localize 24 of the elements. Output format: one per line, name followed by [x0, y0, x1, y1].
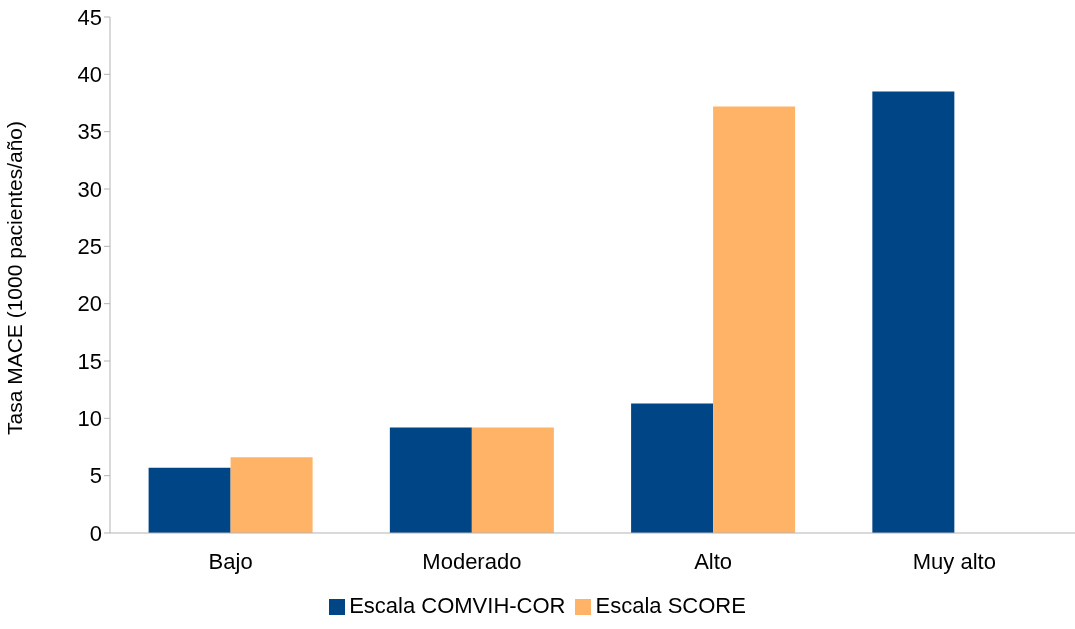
y-tick-label: 10: [77, 406, 102, 432]
y-tick-label: 30: [77, 176, 102, 202]
bar: [148, 467, 231, 533]
y-axis-title: Tasa MACE (1000 pacientes/año): [3, 120, 27, 435]
y-tick-label: 25: [77, 234, 102, 260]
y-tick-label: 20: [77, 291, 102, 317]
bar: [713, 106, 796, 533]
y-tick-label: 5: [89, 463, 102, 489]
legend-label: Escala COMVIH-COR: [349, 593, 566, 618]
y-tick-label: 45: [77, 4, 102, 30]
bar: [631, 403, 714, 533]
bar: [872, 91, 955, 533]
bar: [389, 427, 472, 533]
bar: [471, 427, 554, 533]
y-tick-label: 15: [77, 348, 102, 374]
y-tick-label: 0: [89, 520, 102, 546]
y-tick-label: 35: [77, 119, 102, 145]
y-tick-label: 40: [77, 62, 102, 88]
x-tick-label: Muy alto: [912, 548, 996, 574]
bar: [230, 457, 313, 533]
legend-label: Escala SCORE: [595, 593, 746, 618]
x-tick-label: Alto: [694, 548, 733, 574]
x-tick-label: Bajo: [208, 548, 253, 574]
x-tick-label: Moderado: [422, 548, 522, 574]
